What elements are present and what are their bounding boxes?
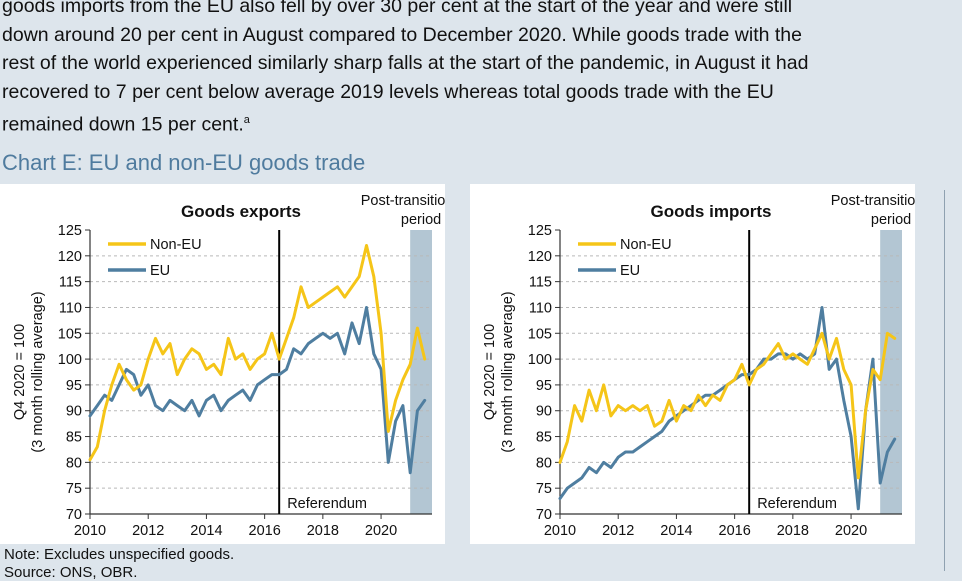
series-line-non-eu [88, 244, 427, 462]
y-axis-label: Q4 2020 = 100 (3 month rolling average) [12, 291, 46, 452]
y-tick-label: 125 [528, 223, 552, 239]
y-tick-label: 90 [66, 404, 82, 420]
panel-title: Goods exports [181, 202, 301, 221]
y-tick-label: 75 [66, 481, 82, 497]
y-tick-label: 115 [59, 275, 82, 291]
y-tick-label: 105 [528, 326, 552, 342]
panel-title: Goods imports [651, 202, 772, 221]
legend-non-eu-label: Non-EU [150, 237, 202, 253]
goods-exports-chart-panel: 70 75 80 85 90 95 100 105 110 115 120 125 2010 2012 20… [0, 184, 453, 544]
x-tick-label: 2018 [777, 523, 809, 539]
y-tick-label: 95 [66, 378, 82, 394]
x-tick-label: 2018 [307, 523, 339, 539]
y-tick-label: 70 [536, 507, 552, 523]
chart-note: Note: Excludes unspecified goods. [4, 546, 235, 563]
x-tick-label: 2020 [365, 523, 397, 539]
y-tick-label: 95 [536, 378, 552, 394]
referendum-label: Referendum [287, 496, 367, 512]
x-tick-label: 2012 [132, 523, 164, 539]
y-tick-label: 120 [528, 249, 552, 265]
post-transition-shade [880, 230, 902, 514]
paragraph-line: recovered to 7 per cent below average 20… [2, 80, 774, 103]
y-tick-label: 90 [536, 404, 552, 420]
post-transition-label: period [871, 212, 911, 228]
x-tick-label: 2016 [249, 523, 281, 539]
paragraph-line: down around 20 per cent in August compar… [2, 23, 802, 46]
paragraph-line: remained down 15 per cent. [2, 113, 244, 136]
x-tick-label: 2014 [660, 523, 692, 539]
legend-non-eu-label: Non-EU [620, 237, 672, 253]
series-line-eu [88, 306, 427, 475]
legend-eu-label: EU [620, 263, 640, 279]
y-tick-label: 105 [58, 326, 82, 342]
goods-imports-chart-panel: 70 75 80 85 90 95 100 105 110 115 120 125 2010 2012 20… [470, 184, 923, 544]
y-tick-label: 85 [66, 430, 82, 446]
y-axis-label-line: Q4 2020 = 100 [482, 324, 498, 420]
y-tick-label: 100 [528, 352, 552, 368]
goods-imports-chart: 70 75 80 85 90 95 100 105 110 115 120 125 2010 2012 20… [482, 193, 923, 539]
post-transition-label: Post-transition [831, 193, 915, 209]
x-tick-label: 2020 [835, 523, 867, 539]
y-axis-label-line: (3 month rolling average) [30, 291, 46, 452]
y-tick-label: 125 [58, 223, 82, 239]
legend-eu-label: EU [150, 263, 170, 279]
chart-title: Chart E: EU and non-EU goods trade [2, 150, 366, 175]
chart-source: Source: ONS, OBR. [4, 564, 138, 581]
y-tick-label: 115 [529, 275, 552, 291]
goods-exports-chart: 70 75 80 85 90 95 100 105 110 115 120 125 2010 2012 20… [12, 193, 453, 539]
y-tick-label: 75 [536, 481, 552, 497]
y-tick-label: 110 [529, 300, 552, 316]
footnote-marker[interactable]: a [243, 114, 250, 126]
post-transition-label: period [401, 212, 441, 228]
y-tick-label: 100 [58, 352, 82, 368]
series-line-non-eu [558, 331, 897, 480]
y-axis-label-line: (3 month rolling average) [500, 291, 516, 452]
referendum-label: Referendum [757, 496, 837, 512]
y-axis-label-line: Q4 2020 = 100 [12, 324, 28, 420]
post-transition-label: Post-transition [361, 193, 445, 209]
x-tick-label: 2012 [602, 523, 634, 539]
page-edge-divider [944, 190, 945, 571]
y-tick-label: 110 [59, 300, 82, 316]
x-tick-label: 2014 [190, 523, 222, 539]
intro-paragraph: goods imports from the EU also fell by o… [2, 0, 952, 139]
x-tick-label: 2016 [719, 523, 751, 539]
y-tick-label: 80 [66, 455, 82, 471]
x-tick-label: 2010 [74, 523, 106, 539]
y-tick-label: 70 [66, 507, 82, 523]
paragraph-line: rest of the world experienced similarly … [2, 52, 809, 74]
y-tick-label: 85 [536, 430, 552, 446]
paragraph-line: goods imports from the EU also fell by o… [2, 0, 793, 17]
y-tick-label: 80 [536, 455, 552, 471]
y-tick-label: 120 [58, 249, 82, 265]
x-tick-label: 2010 [544, 523, 576, 539]
post-transition-shade [410, 230, 432, 514]
y-axis-label: Q4 2020 = 100 (3 month rolling average) [482, 291, 516, 452]
